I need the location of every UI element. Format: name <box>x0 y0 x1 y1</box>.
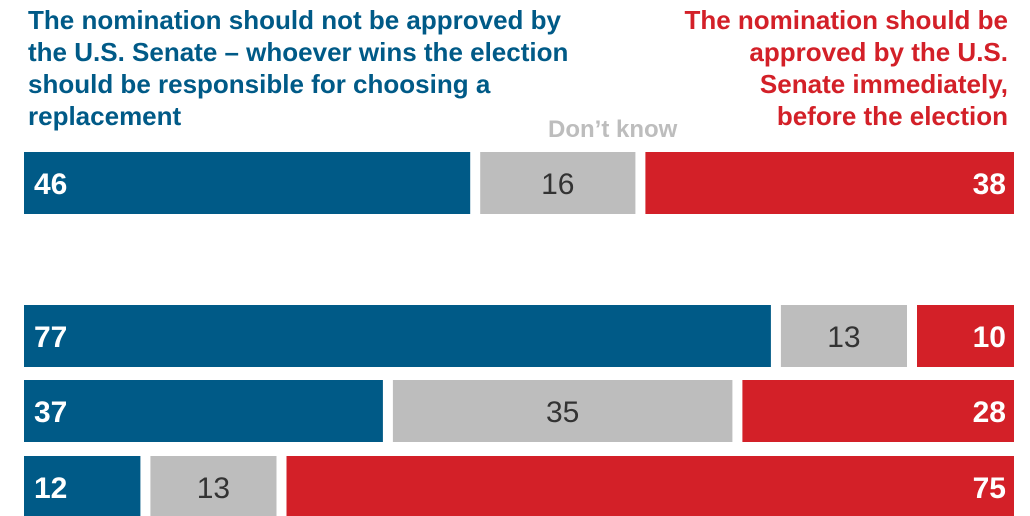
label-not-approved-row-1: 46 <box>34 168 67 201</box>
bar-dont-know-row-1 <box>480 152 636 214</box>
legend-not-approved: The nomination should not be approved by… <box>28 5 569 131</box>
bar-not-approved-row-2 <box>24 305 771 367</box>
legend-approved: The nomination should be approved by the… <box>684 5 1008 131</box>
label-approved-row-1: 38 <box>973 168 1006 201</box>
label-approved-row-2: 10 <box>973 321 1006 354</box>
bar-dont-know-row-2 <box>780 305 907 367</box>
bar-not-approved-row-3 <box>24 380 383 442</box>
bar-dont-know-row-3 <box>392 380 733 442</box>
bar-not-approved-row-4 <box>24 456 141 516</box>
label-dont-know-row-2: 13 <box>827 321 860 354</box>
label-not-approved-row-3: 37 <box>34 396 67 429</box>
label-approved-row-4: 75 <box>973 472 1006 505</box>
label-dont-know-row-1: 16 <box>541 168 574 201</box>
label-not-approved-row-4: 12 <box>34 472 67 505</box>
legend-dont-know: Don’t know <box>548 116 678 143</box>
bar-approved-row-2 <box>917 305 1014 367</box>
label-dont-know-row-4: 13 <box>197 472 230 505</box>
bar-dont-know-row-4 <box>150 456 277 516</box>
label-not-approved-row-2: 77 <box>34 321 67 354</box>
label-dont-know-row-3: 35 <box>546 396 579 429</box>
bar-approved-row-3 <box>742 380 1014 442</box>
bar-not-approved-row-1 <box>24 152 471 214</box>
label-approved-row-3: 28 <box>973 396 1006 429</box>
bar-approved-row-4 <box>286 456 1014 516</box>
bar-approved-row-1 <box>645 152 1014 214</box>
